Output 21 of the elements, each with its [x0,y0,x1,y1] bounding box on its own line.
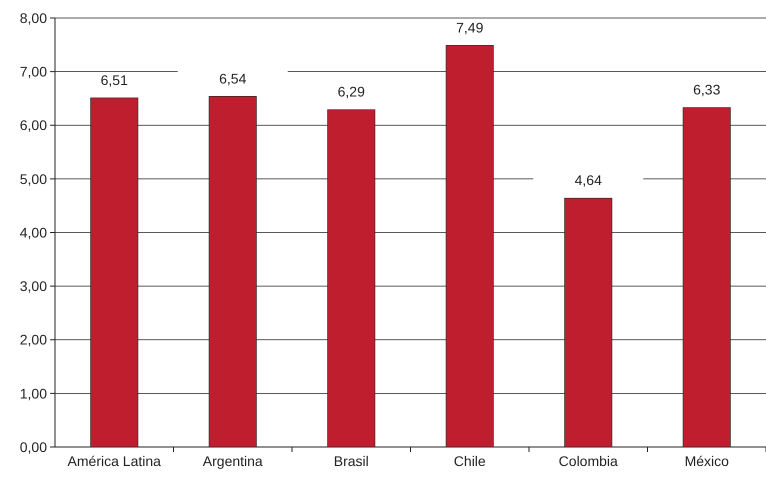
x-tick-label: Brasil [334,453,369,469]
data-label: 4,64 [574,172,602,188]
data-label: 7,49 [456,19,484,36]
y-tick-label: 3,00 [20,278,48,294]
x-tick-label: Colombia [558,453,618,469]
y-tick-label: 0,00 [20,438,48,455]
y-tick-label: 6,00 [20,117,48,134]
y-tick-label: 8,00 [20,10,48,26]
y-tick-label: 5,00 [20,170,48,187]
y-tick-label: 2,00 [20,332,48,348]
y-tick-label: 1,00 [20,385,48,402]
y-tick-label: 4,00 [20,224,48,240]
data-label: 6,51 [100,72,128,88]
x-tick-label: Chile [454,453,486,469]
data-label: 6,33 [693,82,721,98]
x-tick-label: Argentina [202,453,263,469]
data-label: 6,29 [338,84,366,100]
y-tick-label: 7,00 [20,64,48,80]
data-label: 6,54 [219,70,247,86]
x-tick-label: México [684,453,730,469]
x-tick-label: América Latina [68,453,162,469]
